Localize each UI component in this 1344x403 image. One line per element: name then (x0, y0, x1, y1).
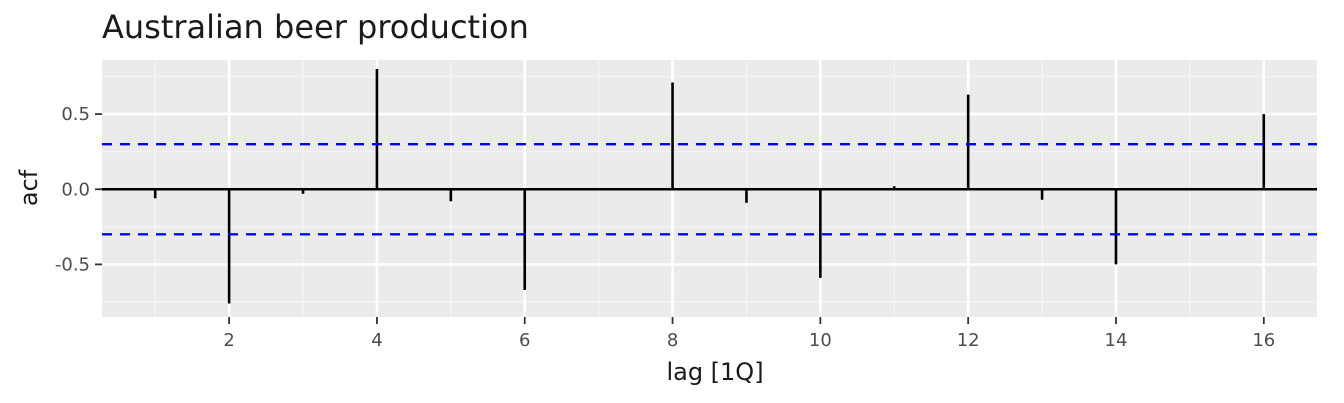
y-tick-label: 0.0 (61, 179, 90, 200)
chart-title: Australian beer production (102, 8, 529, 46)
x-tick-label: 4 (371, 330, 382, 351)
y-axis-title: acf (15, 169, 43, 206)
y-axis-ticks: -0.5 0.0 0.5 (55, 104, 102, 275)
x-tick-label: 6 (519, 330, 530, 351)
x-tick-label: 2 (223, 330, 234, 351)
x-axis-title: lag [1Q] (666, 358, 763, 386)
y-tick-label: -0.5 (55, 254, 90, 275)
x-tick-label: 8 (667, 330, 678, 351)
acf-bars (153, 69, 1266, 304)
x-tick-label: 10 (809, 330, 832, 351)
y-tick-label: 0.5 (61, 104, 90, 125)
x-tick-label: 14 (1105, 330, 1128, 351)
x-tick-label: 12 (957, 330, 980, 351)
x-tick-label: 16 (1252, 330, 1275, 351)
x-axis-ticks: 2 4 6 8 10 12 14 16 (223, 317, 1275, 351)
minor-gridlines (102, 60, 1317, 317)
confidence-limits (102, 142, 1317, 236)
